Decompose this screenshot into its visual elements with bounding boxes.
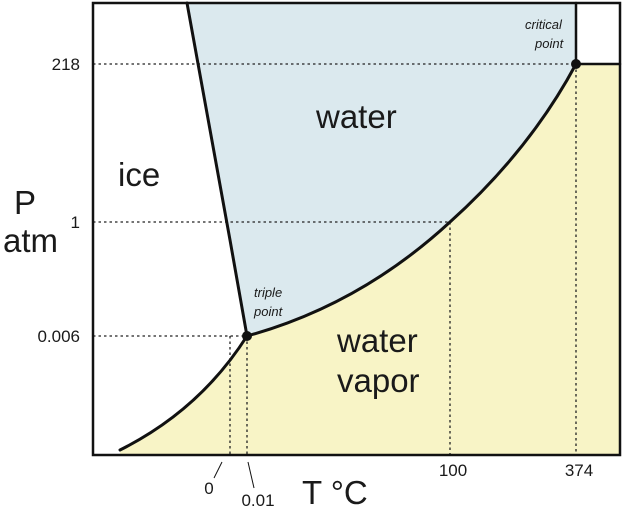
critical-point-label-line2: point — [534, 36, 565, 51]
vapor-region — [120, 64, 620, 455]
water-label: water — [315, 98, 397, 135]
y-axis-title-line2: atm — [3, 222, 58, 259]
plot-frame — [91, 1, 622, 457]
x-tick-001-leader — [247, 461, 255, 489]
x-tick-100: 100 — [439, 461, 467, 480]
x-tick-0-leader — [213, 461, 223, 479]
melting-curve — [185, 1, 249, 338]
triple-point-label-line1: triple — [254, 285, 282, 300]
x-tick-0: 0 — [204, 479, 213, 498]
vapor-label-line1: water — [336, 322, 418, 359]
x-tick-374: 374 — [565, 461, 593, 480]
critical-point-marker — [571, 59, 581, 69]
critical-point-label-line1: critical — [525, 17, 563, 32]
ice-label: ice — [118, 156, 160, 193]
water-region — [187, 3, 576, 336]
y-axis-title-line1: P — [14, 184, 36, 221]
y-tick-218: 218 — [52, 55, 80, 74]
guide-lines — [93, 63, 577, 455]
vapor-label-line2: vapor — [337, 362, 420, 399]
y-tick-0006: 0.006 — [37, 327, 80, 346]
triple-point-label-line2: point — [253, 304, 284, 319]
y-tick-1: 1 — [71, 213, 80, 232]
critical-box-edge — [574, 1, 622, 66]
x-tick-001: 0.01 — [241, 491, 274, 510]
triple-point-marker — [242, 331, 252, 341]
x-axis-title: T °C — [302, 474, 368, 510]
sublimation-curve — [118, 334, 249, 452]
vaporization-curve — [245, 62, 578, 338]
